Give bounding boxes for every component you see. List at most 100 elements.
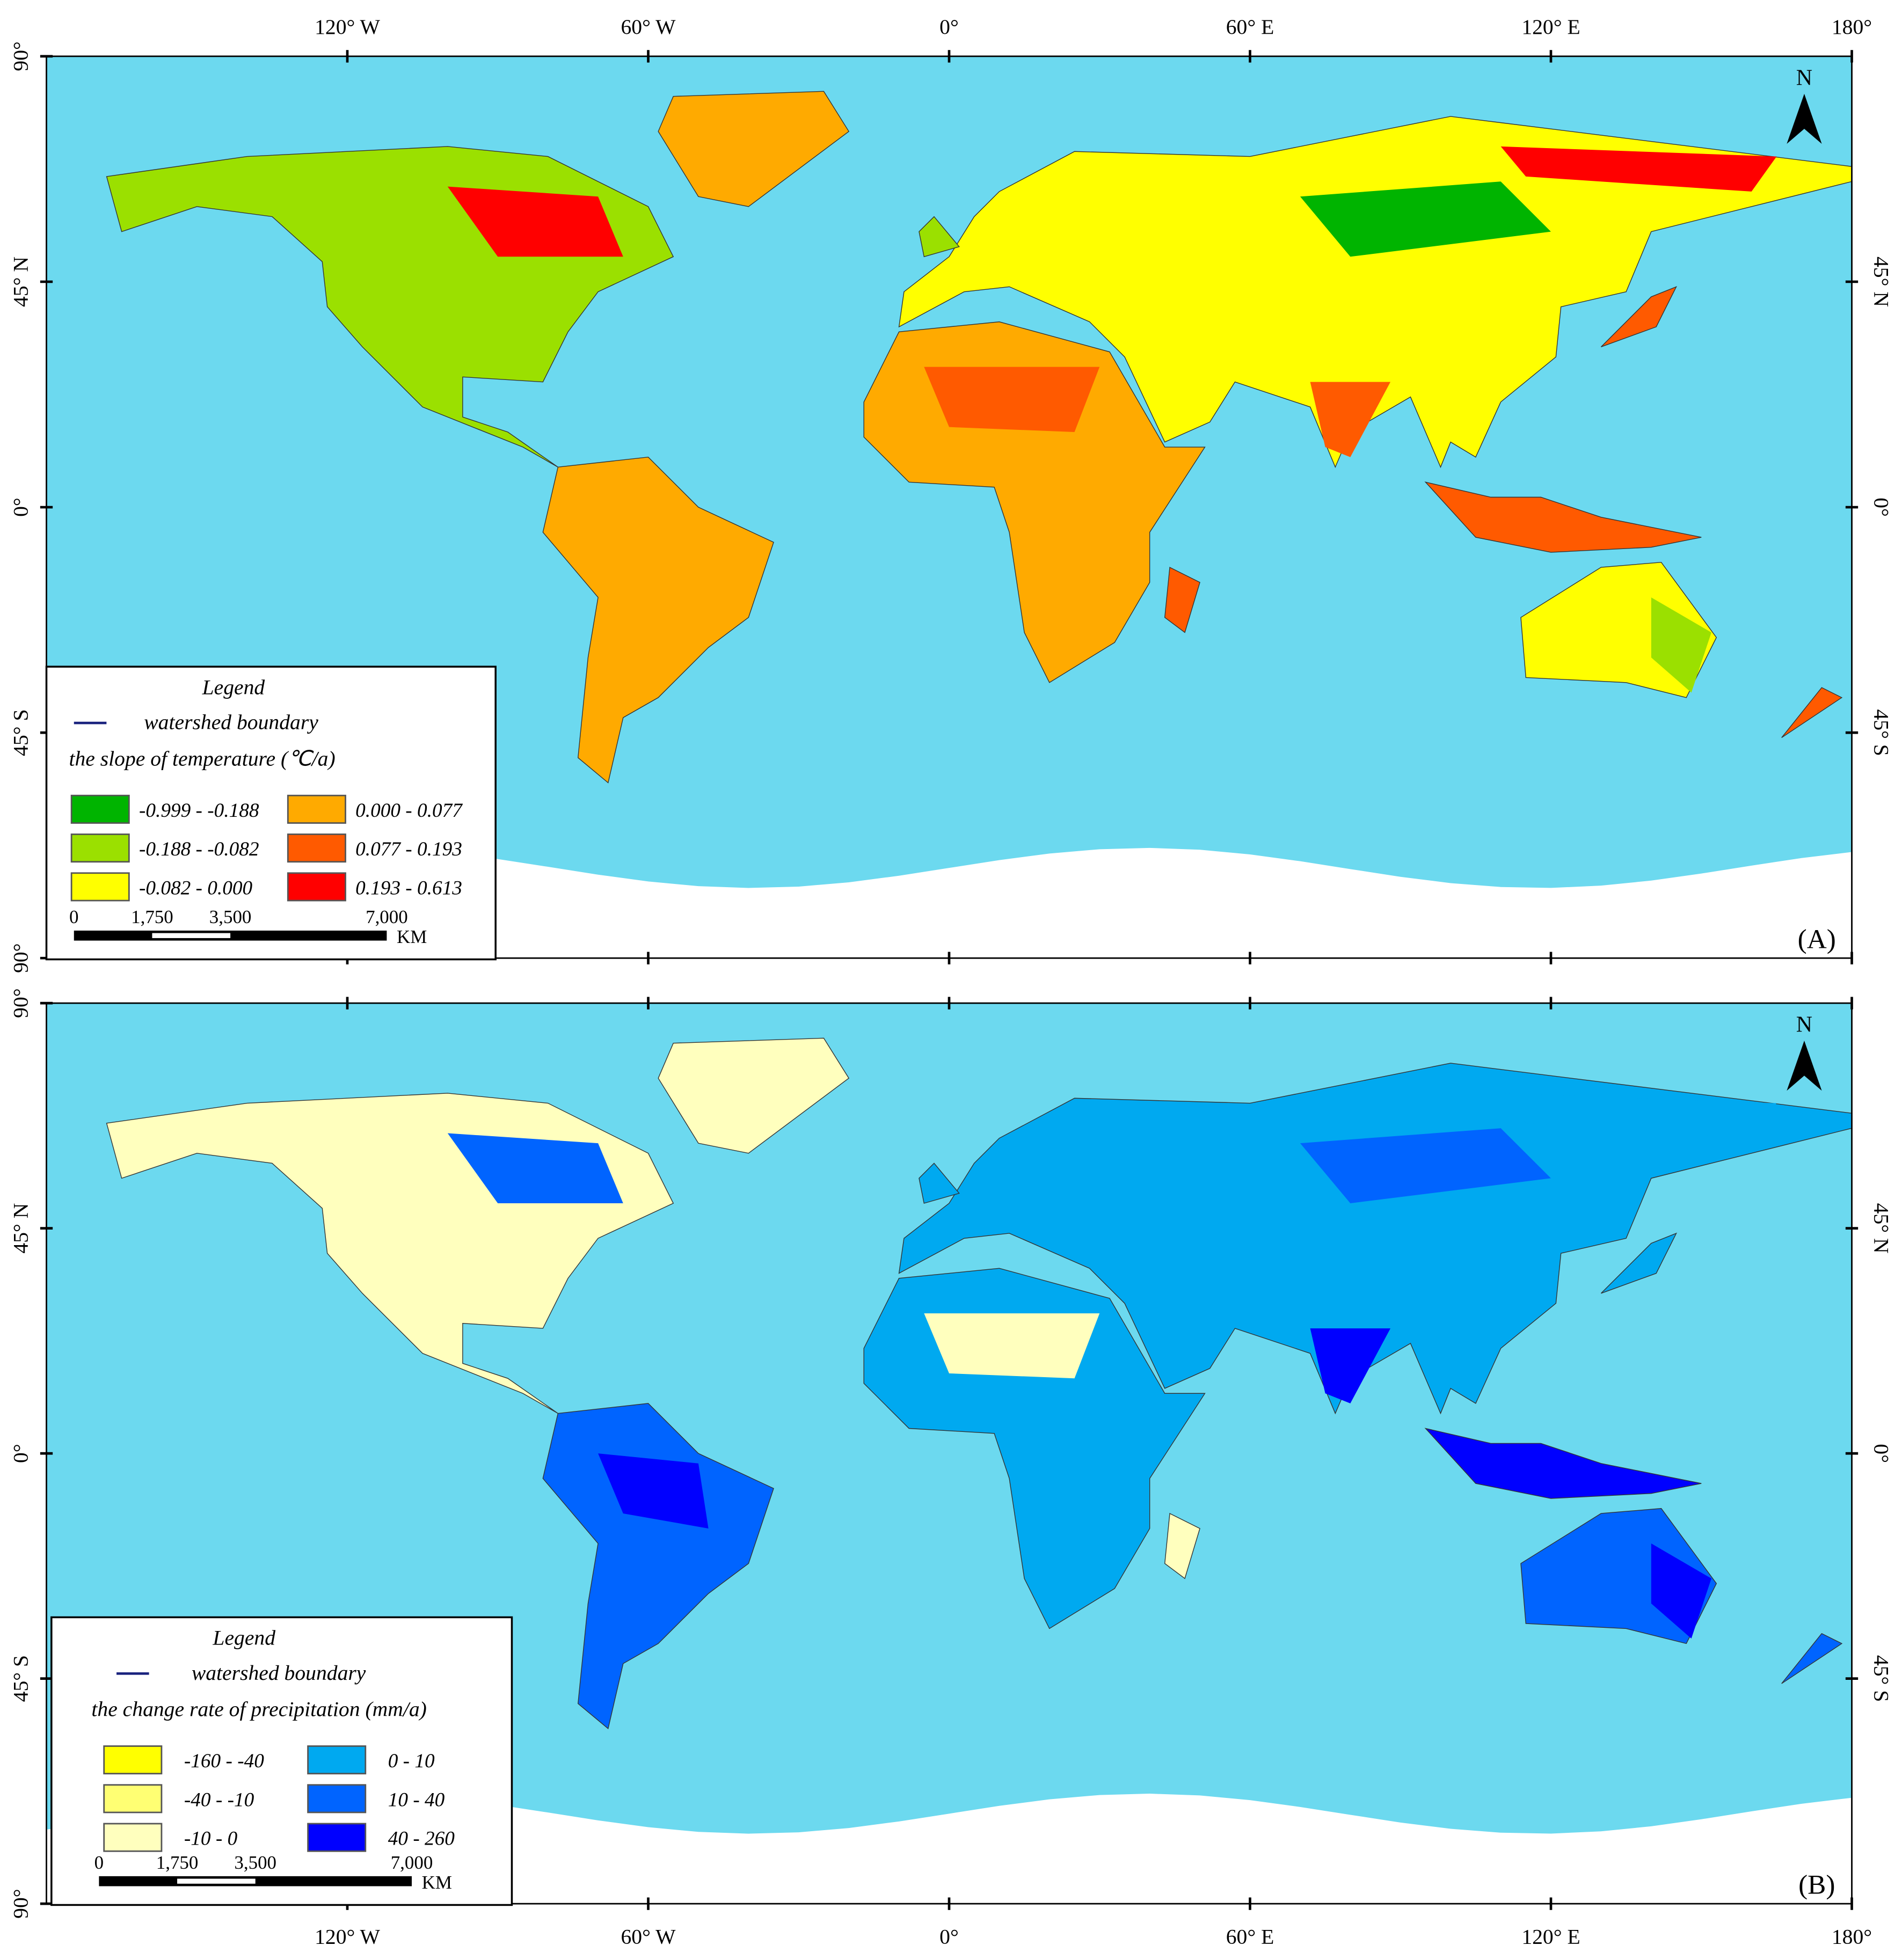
legend-label: -0.999 - -0.188 [139,800,259,822]
greenland [658,91,850,207]
axis-label: 60° W [621,15,676,39]
axis-label: 60° W [621,1925,676,1949]
japan [1600,286,1678,347]
axis-label: 120° W [315,15,380,39]
axis-label: 0° [939,15,959,39]
axis-label: 45° N [9,257,33,307]
east-australia [1651,597,1711,693]
legend-label: 10 - 40 [388,1789,445,1811]
axis-label: 45° N [9,1203,33,1254]
legend-label: 40 - 260 [388,1828,455,1850]
scale-unit: KM [422,1872,452,1893]
canada-core [447,186,623,257]
legend-swatch [103,1745,163,1775]
south-america [542,456,774,784]
panel-label: (A) [1798,924,1836,955]
legend-swatch [287,872,346,902]
india [1310,1328,1391,1403]
scale-label: 7,000 [366,906,408,927]
siberia-core [1300,1128,1551,1204]
north-label: N [1796,65,1812,90]
new-zealand [1781,687,1843,738]
axis-label: 180° [1832,15,1872,39]
legend-label: -0.082 - 0.000 [139,877,253,899]
axis-label: 45° S [1869,709,1893,756]
axis-label: 60° E [1226,1925,1274,1949]
legend-title: Legend [202,675,265,699]
axis-label: 90° [9,1889,33,1918]
japan [1600,1232,1678,1294]
axis-label: 0° [939,1925,959,1949]
legend-swatch [103,1823,163,1852]
axis-label: 60° E [1226,15,1274,39]
indonesia [1424,1428,1702,1499]
north-arrow [1787,93,1822,144]
antarctica [46,847,1852,959]
scale-label: 3,500 [234,1852,276,1873]
sahara [924,1313,1100,1379]
legend-swatch [307,1745,367,1775]
axis-label: 90° [9,41,33,71]
map-panel: 120° W 60° W 0° 60° E 120° E 180° 90° 45° N 0° 45… [9,988,1893,1948]
sahara [924,367,1100,433]
north-label: N [1796,1013,1812,1037]
greenland [658,1037,850,1154]
legend-swatch [70,872,130,902]
scale-label: 0 [69,906,78,927]
axis-label: 90° [9,988,33,1018]
axis-label: 45° N [1869,257,1893,307]
scale-label: 3,500 [209,906,252,927]
india [1310,382,1391,457]
legend-label: -160 - -40 [184,1750,264,1772]
axis-label: 120° W [315,1925,380,1949]
axis-label: 45° S [1869,1655,1893,1702]
map-panel: 120° W 60° W 0° 60° E 120° E 180° 90° 45° N 0° 45… [9,15,1893,973]
britain [919,1162,960,1204]
scale-label: 7,000 [391,1852,433,1873]
legend-swatch [307,1823,367,1852]
legend-swatch [307,1784,367,1813]
south-america [542,1403,774,1730]
new-zealand [1781,1633,1843,1684]
axis-label: 45° S [9,1655,33,1702]
britain [919,216,960,258]
axis-label: 180° [1832,1925,1872,1949]
scale-label: 1,750 [131,906,173,927]
siberia-east [1500,146,1777,192]
eurasia [898,116,1853,469]
canada-core [447,1133,623,1204]
legend-swatch [70,794,130,824]
madagascar [1164,1512,1200,1579]
indonesia [1424,481,1702,553]
legend-boundary: watershed boundary [192,1661,366,1685]
legend-label: 0.077 - 0.193 [355,838,462,860]
legend-label: -40 - -10 [184,1789,254,1811]
north-arrow [1787,1041,1822,1091]
legend-label: 0.193 - 0.613 [355,877,462,899]
legend-variable: the change rate of precipitation (mm/a) [91,1698,426,1721]
legend-swatch [287,794,346,824]
axis-label: 45° S [9,709,33,756]
scale-label: 1,750 [156,1852,199,1873]
east-australia [1651,1543,1711,1639]
axis-label: 0° [9,1444,33,1463]
legend-swatch [103,1784,163,1813]
legend-label: 0.000 - 0.077 [355,800,463,822]
scale-label: 0 [94,1852,104,1873]
scale-bar-segment [177,1878,256,1884]
axis-label: 120° E [1521,15,1580,39]
axis-label: 0° [9,498,33,517]
legend-swatch [287,833,346,863]
axis-label: 90° [9,943,33,972]
legend-label: -10 - 0 [184,1828,238,1850]
scale-bar-segment [152,933,231,938]
siberia-core [1300,181,1551,257]
siberia-east [1500,1093,1777,1138]
axis-label: 120° E [1521,1925,1580,1949]
legend-boundary: watershed boundary [144,711,318,734]
legend-variable: the slope of temperature (℃/a) [69,747,335,770]
legend-label: 0 - 10 [388,1750,435,1772]
axis-label: 45° N [1869,1203,1893,1254]
